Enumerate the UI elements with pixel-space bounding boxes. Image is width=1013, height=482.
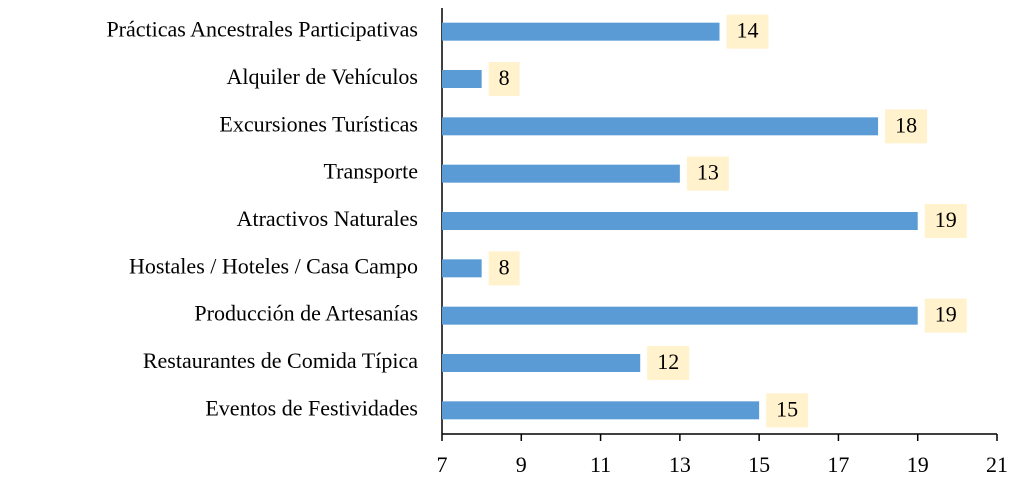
bar bbox=[442, 22, 720, 41]
data-label-box bbox=[488, 62, 520, 96]
data-label: 13 bbox=[697, 160, 719, 185]
x-tick-label: 11 bbox=[590, 452, 611, 477]
data-label: 12 bbox=[657, 349, 679, 374]
data-label-box bbox=[647, 346, 690, 380]
bar bbox=[442, 354, 641, 372]
bar bbox=[442, 401, 760, 420]
data-label: 8 bbox=[499, 254, 510, 279]
y-tick-label: Eventos de Festividades bbox=[205, 395, 418, 420]
bar bbox=[442, 117, 879, 136]
data-label: 15 bbox=[776, 396, 798, 421]
y-tick-label: Excursiones Turísticas bbox=[219, 111, 418, 136]
data-label-box bbox=[766, 393, 809, 428]
y-tick-label: Transporte bbox=[323, 159, 418, 184]
y-tick-label: Producción de Artesanías bbox=[194, 301, 418, 326]
bar bbox=[442, 212, 918, 230]
y-tick-label: Atractivos Naturales bbox=[237, 206, 418, 231]
x-tick-label: 17 bbox=[827, 452, 849, 477]
y-tick-label: Prácticas Ancestrales Participativas bbox=[106, 17, 418, 42]
data-label: 18 bbox=[895, 112, 917, 137]
data-label: 19 bbox=[935, 302, 957, 327]
bar bbox=[442, 306, 918, 325]
data-label-box bbox=[686, 156, 729, 191]
x-tick-label: 19 bbox=[907, 452, 929, 477]
data-label-box bbox=[924, 204, 967, 238]
y-tick-label: Restaurantes de Comida Típica bbox=[143, 348, 418, 373]
data-label-box bbox=[885, 109, 928, 144]
x-tick-label: 15 bbox=[748, 452, 770, 477]
data-label-box bbox=[726, 14, 769, 49]
bar bbox=[442, 259, 482, 278]
x-tick-label: 13 bbox=[669, 452, 691, 477]
y-tick-label: Alquiler de Vehículos bbox=[227, 64, 418, 89]
data-label: 19 bbox=[935, 207, 957, 232]
bar bbox=[442, 164, 680, 183]
x-tick-label: 7 bbox=[437, 452, 448, 477]
data-label: 8 bbox=[499, 65, 510, 90]
bar bbox=[442, 70, 482, 88]
x-tick-label: 21 bbox=[986, 452, 1008, 477]
data-label-box bbox=[924, 298, 967, 333]
data-label-box bbox=[488, 251, 520, 286]
data-label: 14 bbox=[737, 18, 759, 43]
x-tick-label: 9 bbox=[516, 452, 527, 477]
y-tick-label: Hostales / Hoteles / Casa Campo bbox=[129, 253, 418, 278]
